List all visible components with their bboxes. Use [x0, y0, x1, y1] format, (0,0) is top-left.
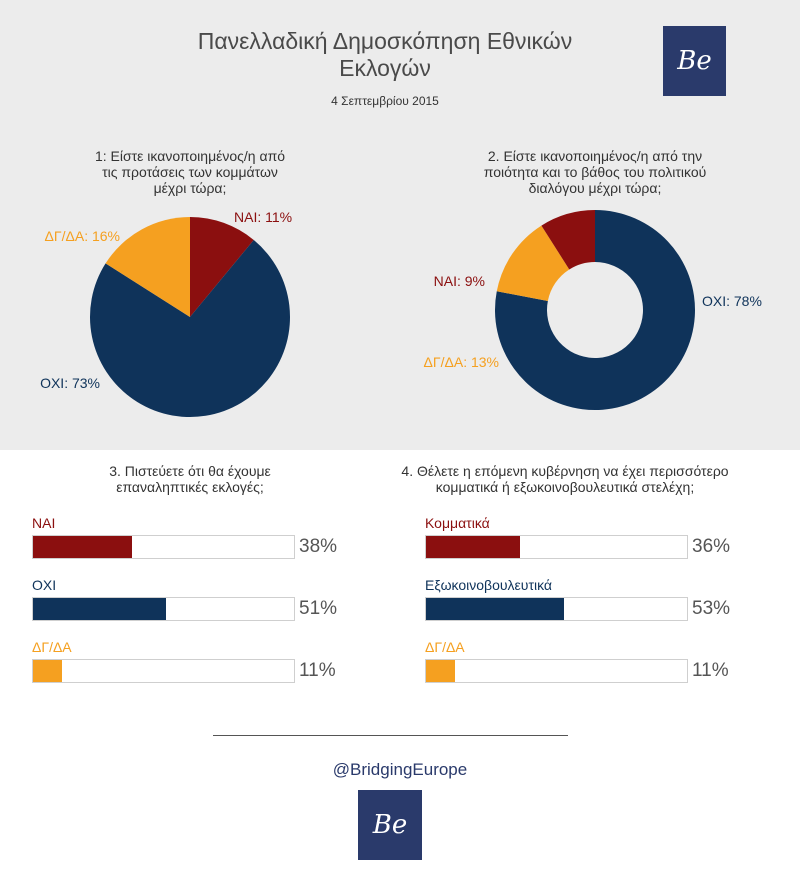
q4-bar-track	[425, 659, 688, 683]
q3-bar-value: 11%	[299, 660, 336, 681]
q3-bar-value: 51%	[299, 598, 338, 619]
q1-title: 1: Είστε ικανοποιημένος/η από τις προτάσ…	[40, 148, 340, 196]
q1-title-line: τις προτάσεις των κομμάτων	[102, 164, 278, 180]
q1-slice-οχι	[89, 239, 290, 417]
q3-bar-track	[32, 659, 295, 683]
q1-slice-δγ/δα	[105, 216, 190, 317]
twitter-handle[interactable]: @BridgingEurope	[332, 760, 468, 779]
q4-bar-label: Εξωκοινοβουλευτικά	[425, 577, 553, 593]
q3-bar-fill	[33, 660, 62, 682]
q1-slice-ναι	[190, 217, 254, 317]
q1-pie-chart: ΝΑΙ: 11% ΟΧΙ: 73% ΔΓ/ΔΑ: 16%	[40, 209, 292, 417]
q4-bar-track	[425, 597, 688, 621]
q4-bar-value: 53%	[692, 598, 731, 619]
q3-bar-fill	[33, 536, 133, 558]
q3-bar-track	[32, 597, 295, 621]
q2-label-ναι: ΝΑΙ: 9%	[434, 273, 485, 289]
q3-bar-label: ΝΑΙ	[32, 515, 56, 531]
q1-label-δγ/δα: ΔΓ/ΔΑ: 16%	[45, 228, 120, 244]
brand-logo-text: Be	[677, 46, 712, 76]
q2-title-line: ποιότητα και το βάθος του πολιτικού	[483, 164, 707, 180]
q1-label-οχι: ΟΧΙ: 73%	[40, 375, 100, 391]
footer-logo-text: Be	[372, 810, 408, 840]
pie-charts-svg: ΝΑΙ: 11% ΟΧΙ: 73% ΔΓ/ΔΑ: 16% ΟΧΙ: 78% ΔΓ/ΔΑ…	[40, 209, 762, 417]
q1-label-ναι: ΝΑΙ: 11%	[234, 209, 292, 225]
q3-bar-track	[32, 535, 295, 559]
q2-slice-οχι	[495, 210, 695, 410]
q4-title: 4. Θέλετε η επόμενη κυβέρνηση να έχει πε…	[345, 463, 785, 495]
q4-bar-label: ΔΓ/ΔΑ	[425, 639, 465, 655]
title-line-2: Εκλογών	[339, 55, 431, 81]
q2-slice-ναι	[541, 210, 595, 270]
q4-bar-value: 36%	[692, 536, 731, 557]
q4-title-line: 4. Θέλετε η επόμενη κυβέρνηση να έχει πε…	[401, 463, 729, 479]
q3-bar-value: 38%	[299, 536, 338, 557]
q4-bar-fill	[426, 536, 520, 558]
q3-title-line: επαναληπτικές εκλογές;	[116, 479, 264, 495]
q3-bar-label: ΟΧΙ	[32, 577, 57, 593]
q4-bar-label: Κομματικά	[425, 515, 490, 531]
q1-title-line: 1: Είστε ικανοποιημένος/η από	[94, 148, 286, 164]
q4-bar-fill	[426, 598, 565, 620]
q3-title-line: 3. Πιστεύετε ότι θα έχουμε	[109, 463, 271, 479]
divider	[213, 735, 568, 736]
brand-logo[interactable]: Be	[663, 26, 726, 96]
q3-title: 3. Πιστεύετε ότι θα έχουμε επαναληπτικές…	[40, 463, 340, 495]
q4-bar-value: 11%	[692, 660, 729, 681]
page-title: Πανελλαδική Δημοσκόπηση Εθνικών Εκλογών	[140, 28, 630, 82]
q2-label-δγ/δα: ΔΓ/ΔΑ: 13%	[424, 354, 499, 370]
q4-title-line: κομματικά ή εξωκοινοβουλευτικά στελέχη;	[435, 479, 695, 495]
q3-bar-label: ΔΓ/ΔΑ	[32, 639, 72, 655]
q2-title: 2. Είστε ικανοποιημένος/η από την ποιότη…	[430, 148, 760, 196]
title-line-1: Πανελλαδική Δημοσκόπηση Εθνικών	[197, 28, 573, 54]
q2-title-line: 2. Είστε ικανοποιημένος/η από την	[487, 148, 703, 164]
footer-logo[interactable]: Be	[358, 790, 422, 860]
survey-date: 4 Σεπτεμβρίου 2015	[331, 94, 439, 108]
q4-bar-track	[425, 535, 688, 559]
q2-label-οχι: ΟΧΙ: 78%	[702, 293, 762, 309]
q1-title-line: μέχρι τώρα;	[153, 180, 227, 196]
q2-title-line: διαλόγου μέχρι τώρα;	[528, 180, 662, 196]
q3-bar-fill	[33, 598, 167, 620]
q4-bar-fill	[426, 660, 455, 682]
q2-donut-chart: ΟΧΙ: 78% ΔΓ/ΔΑ: 13% ΝΑΙ: 9%	[424, 210, 762, 410]
q2-slice-δγ/δα	[496, 225, 570, 302]
